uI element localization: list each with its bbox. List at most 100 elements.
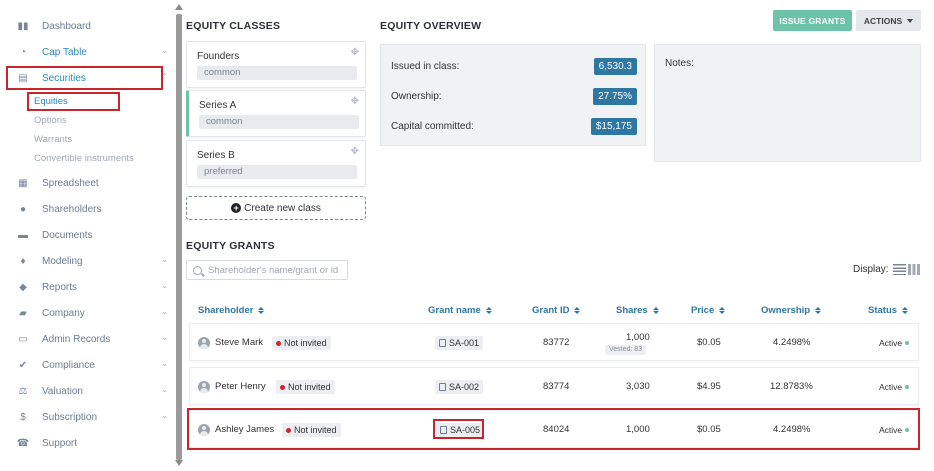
chevron-down-icon: ⌄ — [161, 333, 168, 342]
grant-name-text: SA-005 — [450, 425, 481, 435]
sub-item-options[interactable]: Options — [34, 115, 67, 126]
grant-icon — [439, 383, 446, 391]
sidebar-item-securities[interactable]: ▤ Securities ⌃ — [8, 68, 174, 88]
sidebar-item-shareholders[interactable]: ● Shareholders — [8, 199, 174, 219]
sidebar-item-documents[interactable]: ▬ Documents — [8, 225, 174, 245]
sort-icon — [902, 307, 909, 314]
sidebar-item-label: Support — [42, 437, 78, 449]
sidebar-item-label: Documents — [42, 229, 93, 241]
drag-handle-icon[interactable]: ✥ — [350, 47, 359, 58]
sidebar-item-valuation[interactable]: ⚖ Valuation ⌄ — [8, 381, 174, 401]
column-header-ownership[interactable]: Ownership — [761, 305, 822, 316]
overview-row-capital: Capital committed: $15,175 — [391, 116, 637, 136]
grant-name-badge[interactable]: SA-002 — [435, 380, 484, 394]
invite-status-badge: Not invited — [282, 423, 341, 437]
sidebar-item-dashboard[interactable]: ▮▮ Dashboard — [8, 16, 174, 36]
scroll-up-arrow[interactable] — [175, 4, 183, 10]
equity-classes-title: EQUITY CLASSES — [186, 20, 281, 32]
sidebar-item-label: Securities — [42, 72, 86, 84]
grant-id: 84024 — [543, 424, 570, 435]
table-row[interactable]: Ashley James Not invited SA-005 84024 1,… — [189, 410, 919, 448]
class-card-series-b[interactable]: Series B preferred ✥ — [186, 140, 366, 187]
grid-view-icon[interactable] — [907, 264, 921, 275]
status-text: Active — [879, 338, 903, 348]
column-header-grant-name[interactable]: Grant name — [428, 305, 492, 316]
sidebar-item-modeling[interactable]: ♦ Modeling ⌄ — [8, 251, 174, 271]
sidebar-item-subscription[interactable]: $ Subscription ⌄ — [8, 407, 174, 427]
caret-down-icon — [907, 18, 914, 23]
drag-handle-icon[interactable]: ✥ — [350, 146, 359, 157]
status-text: Active — [879, 382, 903, 392]
actions-dropdown[interactable]: ACTIONS — [856, 10, 921, 31]
grant-name-badge[interactable]: SA-001 — [435, 336, 484, 350]
grant-icon — [440, 426, 447, 434]
actions-label: ACTIONS — [863, 15, 903, 26]
shares: 1,000 — [626, 424, 650, 435]
shareholder-name[interactable]: Peter Henry — [215, 381, 266, 392]
list-view-icon[interactable] — [892, 264, 906, 275]
notes-panel[interactable]: Notes: — [654, 44, 921, 162]
display-label: Display: — [853, 264, 889, 275]
shareholder-name[interactable]: Steve Mark — [215, 337, 264, 348]
status-text: Active — [879, 425, 903, 435]
issued-label: Issued in class: — [391, 60, 460, 72]
sub-item-equities[interactable]: Equities — [34, 96, 68, 107]
create-class-label: Create new class — [244, 202, 321, 214]
sidebar-item-label: Dashboard — [42, 20, 91, 32]
chevron-down-icon: ⌄ — [161, 46, 168, 55]
header-label: Price — [691, 305, 715, 316]
avatar — [198, 337, 210, 349]
sidebar-item-label: Cap Table — [42, 46, 87, 58]
folder-icon: ▬ — [18, 229, 28, 241]
sidebar-item-reports[interactable]: ◆ Reports ⌄ — [8, 277, 174, 297]
search-input[interactable]: Shareholder's name/grant or id — [186, 260, 348, 280]
column-header-status[interactable]: Status — [868, 305, 909, 316]
column-header-shareholder[interactable]: Shareholder — [198, 305, 265, 316]
column-header-grant-id[interactable]: Grant ID — [532, 305, 581, 316]
clipboard-icon: ▤ — [18, 72, 28, 84]
class-card-series-a[interactable]: Series A common ✥ — [186, 90, 366, 137]
shareholder-name[interactable]: Ashley James — [215, 424, 275, 435]
column-header-price[interactable]: Price — [691, 305, 726, 316]
sidebar-item-label: Company — [42, 307, 85, 319]
vested-badge: Vested: 83 — [605, 345, 647, 355]
dashboard-icon: ▮▮ — [17, 20, 29, 32]
records-icon: ▭ — [18, 333, 28, 345]
sidebar-item-company[interactable]: ▰ Company ⌄ — [8, 303, 174, 323]
price: $4.95 — [697, 381, 721, 392]
sidebar-item-admin-records[interactable]: ▭ Admin Records ⌄ — [8, 329, 174, 349]
grant-id: 83774 — [543, 381, 570, 392]
red-dot-icon — [280, 384, 285, 390]
issue-grants-button[interactable]: ISSUE GRANTS — [773, 10, 852, 31]
invite-status-badge: Not invited — [276, 380, 335, 394]
sidebar-item-label: Modeling — [42, 255, 83, 267]
header-label: Status — [868, 305, 898, 316]
header-label: Ownership — [761, 305, 811, 316]
overview-row-ownership: Ownership: 27.75% — [391, 86, 637, 106]
column-header-shares[interactable]: Shares — [616, 305, 659, 316]
sub-item-warrants[interactable]: Warrants — [34, 134, 73, 145]
red-dot-icon — [276, 340, 281, 346]
sort-icon — [652, 307, 659, 314]
class-card-founders[interactable]: Founders common ✥ — [186, 41, 366, 88]
sub-item-convertible[interactable]: Convertible instruments — [34, 153, 134, 164]
sidebar-item-spreadsheet[interactable]: ▦ Spreadsheet — [8, 173, 174, 193]
ownership-label: Ownership: — [391, 90, 442, 102]
sidebar-item-cap-table[interactable]: ◔ Cap Table ⌄ — [8, 42, 174, 62]
grant-name-text: SA-001 — [449, 338, 480, 348]
create-class-button[interactable]: + Create new class — [186, 196, 366, 220]
sidebar-item-support[interactable]: ☎ Support — [8, 433, 174, 453]
green-dot-icon — [905, 341, 910, 345]
sidebar-item-compliance[interactable]: ✔ Compliance ⌄ — [8, 355, 174, 375]
ownership-value: 27.75% — [593, 87, 637, 105]
sort-icon — [258, 307, 265, 314]
scrollbar[interactable] — [176, 14, 182, 460]
grant-name-badge[interactable]: SA-005 — [436, 423, 485, 437]
highlight-box-equities — [27, 92, 120, 111]
scroll-down-arrow[interactable] — [175, 460, 183, 466]
table-row[interactable]: Peter Henry Not invited SA-002 83774 3,0… — [189, 367, 919, 405]
table-row[interactable]: Steve Mark Not invited SA-001 83772 1,00… — [189, 323, 919, 361]
drag-handle-icon[interactable]: ✥ — [350, 96, 359, 107]
class-type: common — [197, 66, 357, 80]
grant-name-text: SA-002 — [449, 382, 480, 392]
